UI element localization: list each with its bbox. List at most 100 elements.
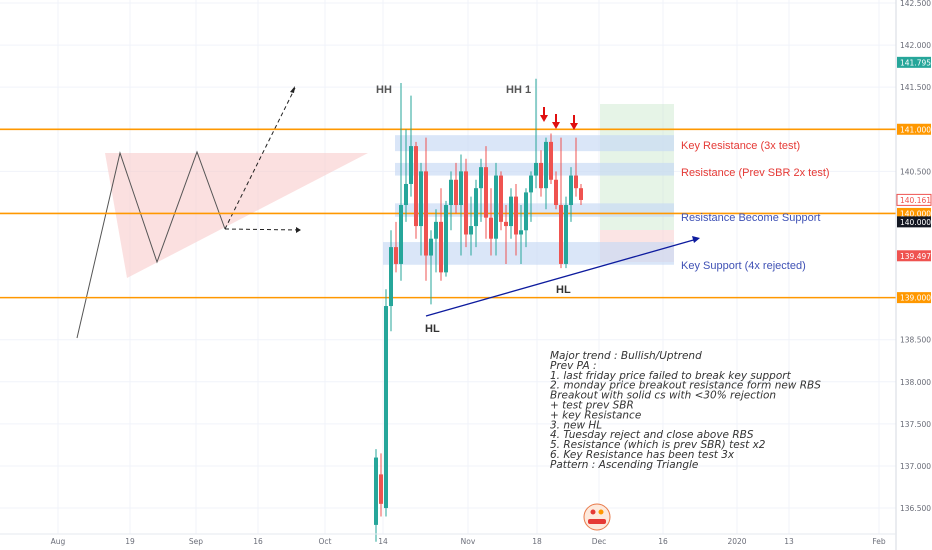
analysis-note-line: 3. new HL — [550, 419, 602, 431]
candle-body — [574, 175, 578, 189]
candle-body — [384, 306, 388, 509]
zone-key-resistance — [395, 135, 674, 152]
trendline-arrowhead — [692, 236, 700, 243]
price-badge-label: 141.795 — [900, 58, 931, 67]
price-badge-label: 139.000 — [900, 294, 931, 303]
price-badge-label: 141.000 — [900, 125, 931, 134]
analysis-note-line: 5. Resistance (which is prev SBR) test x… — [550, 439, 766, 451]
analysis-note-line: Prev PA : — [550, 360, 597, 372]
annotations-layer: HH HH 1 HL HL Key Resistance (3x test) Resist… — [376, 84, 830, 531]
price-badge-label: 140.161 — [900, 196, 931, 205]
analysis-note-line: 1. last friday price failed to break key… — [550, 370, 792, 382]
arrowhead-up — [290, 86, 295, 93]
analysis-note-line: Major trend : Bullish/Uptrend — [550, 350, 702, 362]
candle-body — [564, 205, 568, 264]
x-tick-label: Feb — [872, 537, 886, 546]
candle-body — [469, 226, 473, 235]
price-badge — [897, 123, 931, 135]
x-tick-label: Dec — [592, 537, 607, 546]
price-badge — [897, 250, 931, 262]
annotation-hl-right: HL — [556, 284, 571, 296]
annotation-resistance-become-support: Resistance Become Support — [681, 212, 820, 224]
y-tick-label: 137.500 — [900, 420, 931, 429]
candle-body — [454, 179, 458, 206]
x-tick-label: Nov — [461, 537, 476, 546]
analysis-note-line: + test prev SBR — [550, 400, 634, 412]
candle-body — [484, 167, 488, 218]
candles-layer — [374, 78, 583, 542]
x-tick-label: Aug — [51, 537, 66, 546]
author-logo — [583, 503, 611, 531]
y-tick-label: 142.000 — [900, 41, 931, 50]
candle-body — [554, 179, 558, 206]
breakout-path-down — [224, 228, 301, 231]
candle-body — [404, 183, 408, 206]
price-badge-label: 140.000 — [900, 209, 931, 218]
candle-body — [509, 196, 513, 227]
candle-body — [389, 247, 393, 307]
zigzag-sketch — [76, 150, 226, 339]
candle-body — [424, 171, 428, 256]
analysis-note-line: Breakout with solid cs with <30% rejecti… — [550, 390, 776, 402]
candle-body — [519, 230, 523, 235]
price-badge — [897, 207, 931, 219]
candle-body — [439, 221, 443, 273]
price-axis-background — [896, 0, 932, 550]
annotation-hh-right: HH 1 — [506, 84, 531, 96]
x-tick-label: Sep — [189, 537, 203, 546]
red-down-arrow-head — [570, 123, 578, 130]
red-down-arrow-head — [540, 115, 548, 122]
red-down-arrow-head — [552, 122, 560, 129]
y-tick-label: 141.500 — [900, 83, 931, 92]
logo-dot — [590, 509, 596, 515]
x-tick-label: 16 — [253, 537, 263, 546]
candle-body — [464, 171, 468, 235]
zone-key-support — [383, 242, 674, 265]
candle-body — [494, 175, 498, 239]
price-badge — [896, 193, 932, 206]
candle-body — [579, 188, 583, 200]
ascending-trendline — [425, 238, 698, 317]
x-tick-label: 19 — [125, 537, 135, 546]
annotation-key-support: Key Support (4x rejected) — [681, 260, 806, 272]
annotation-resistance-prev-sbr: Resistance (Prev SBR 2x test) — [681, 167, 830, 179]
candle-body — [399, 205, 403, 264]
annotation-key-resistance: Key Resistance (3x test) — [681, 140, 800, 152]
candle-body — [449, 179, 453, 206]
price-badge — [897, 216, 931, 228]
annotation-hh-left: HH — [376, 84, 392, 96]
y-tick-label: 137.000 — [900, 462, 931, 471]
logo-bar — [588, 519, 606, 524]
analysis-note-line: 6. Key Resistance has been test 3x — [550, 449, 735, 461]
candle-body — [394, 247, 398, 264]
x-tick-label: 13 — [784, 537, 794, 546]
breakout-path-up — [224, 87, 296, 230]
candle-body — [409, 146, 413, 184]
price-badge — [897, 56, 931, 68]
analysis-note-line: 2. monday price breakout resistance form… — [550, 380, 821, 392]
triangle-sketch — [105, 153, 368, 278]
price-badge — [897, 292, 931, 304]
candle-body — [544, 141, 548, 189]
candle-body — [549, 141, 553, 180]
candle-body — [479, 167, 483, 189]
price-badge-label: 139.497 — [900, 252, 931, 261]
candle-body — [569, 175, 573, 206]
y-tick-label: 138.500 — [900, 336, 931, 345]
y-tick-label: 142.500 — [900, 0, 931, 8]
zone-resistance-become-support — [395, 203, 674, 217]
candle-body — [529, 175, 533, 193]
candle-body — [414, 146, 418, 227]
price-badge-label: 140.000 — [900, 218, 931, 227]
candle-body — [434, 221, 438, 239]
logo-dot — [598, 509, 604, 515]
candle-body — [474, 188, 478, 227]
candle-body — [504, 221, 508, 227]
candle-body — [489, 217, 493, 239]
candle-body — [559, 205, 563, 264]
candle-body — [429, 238, 433, 256]
candle-body — [539, 162, 543, 189]
